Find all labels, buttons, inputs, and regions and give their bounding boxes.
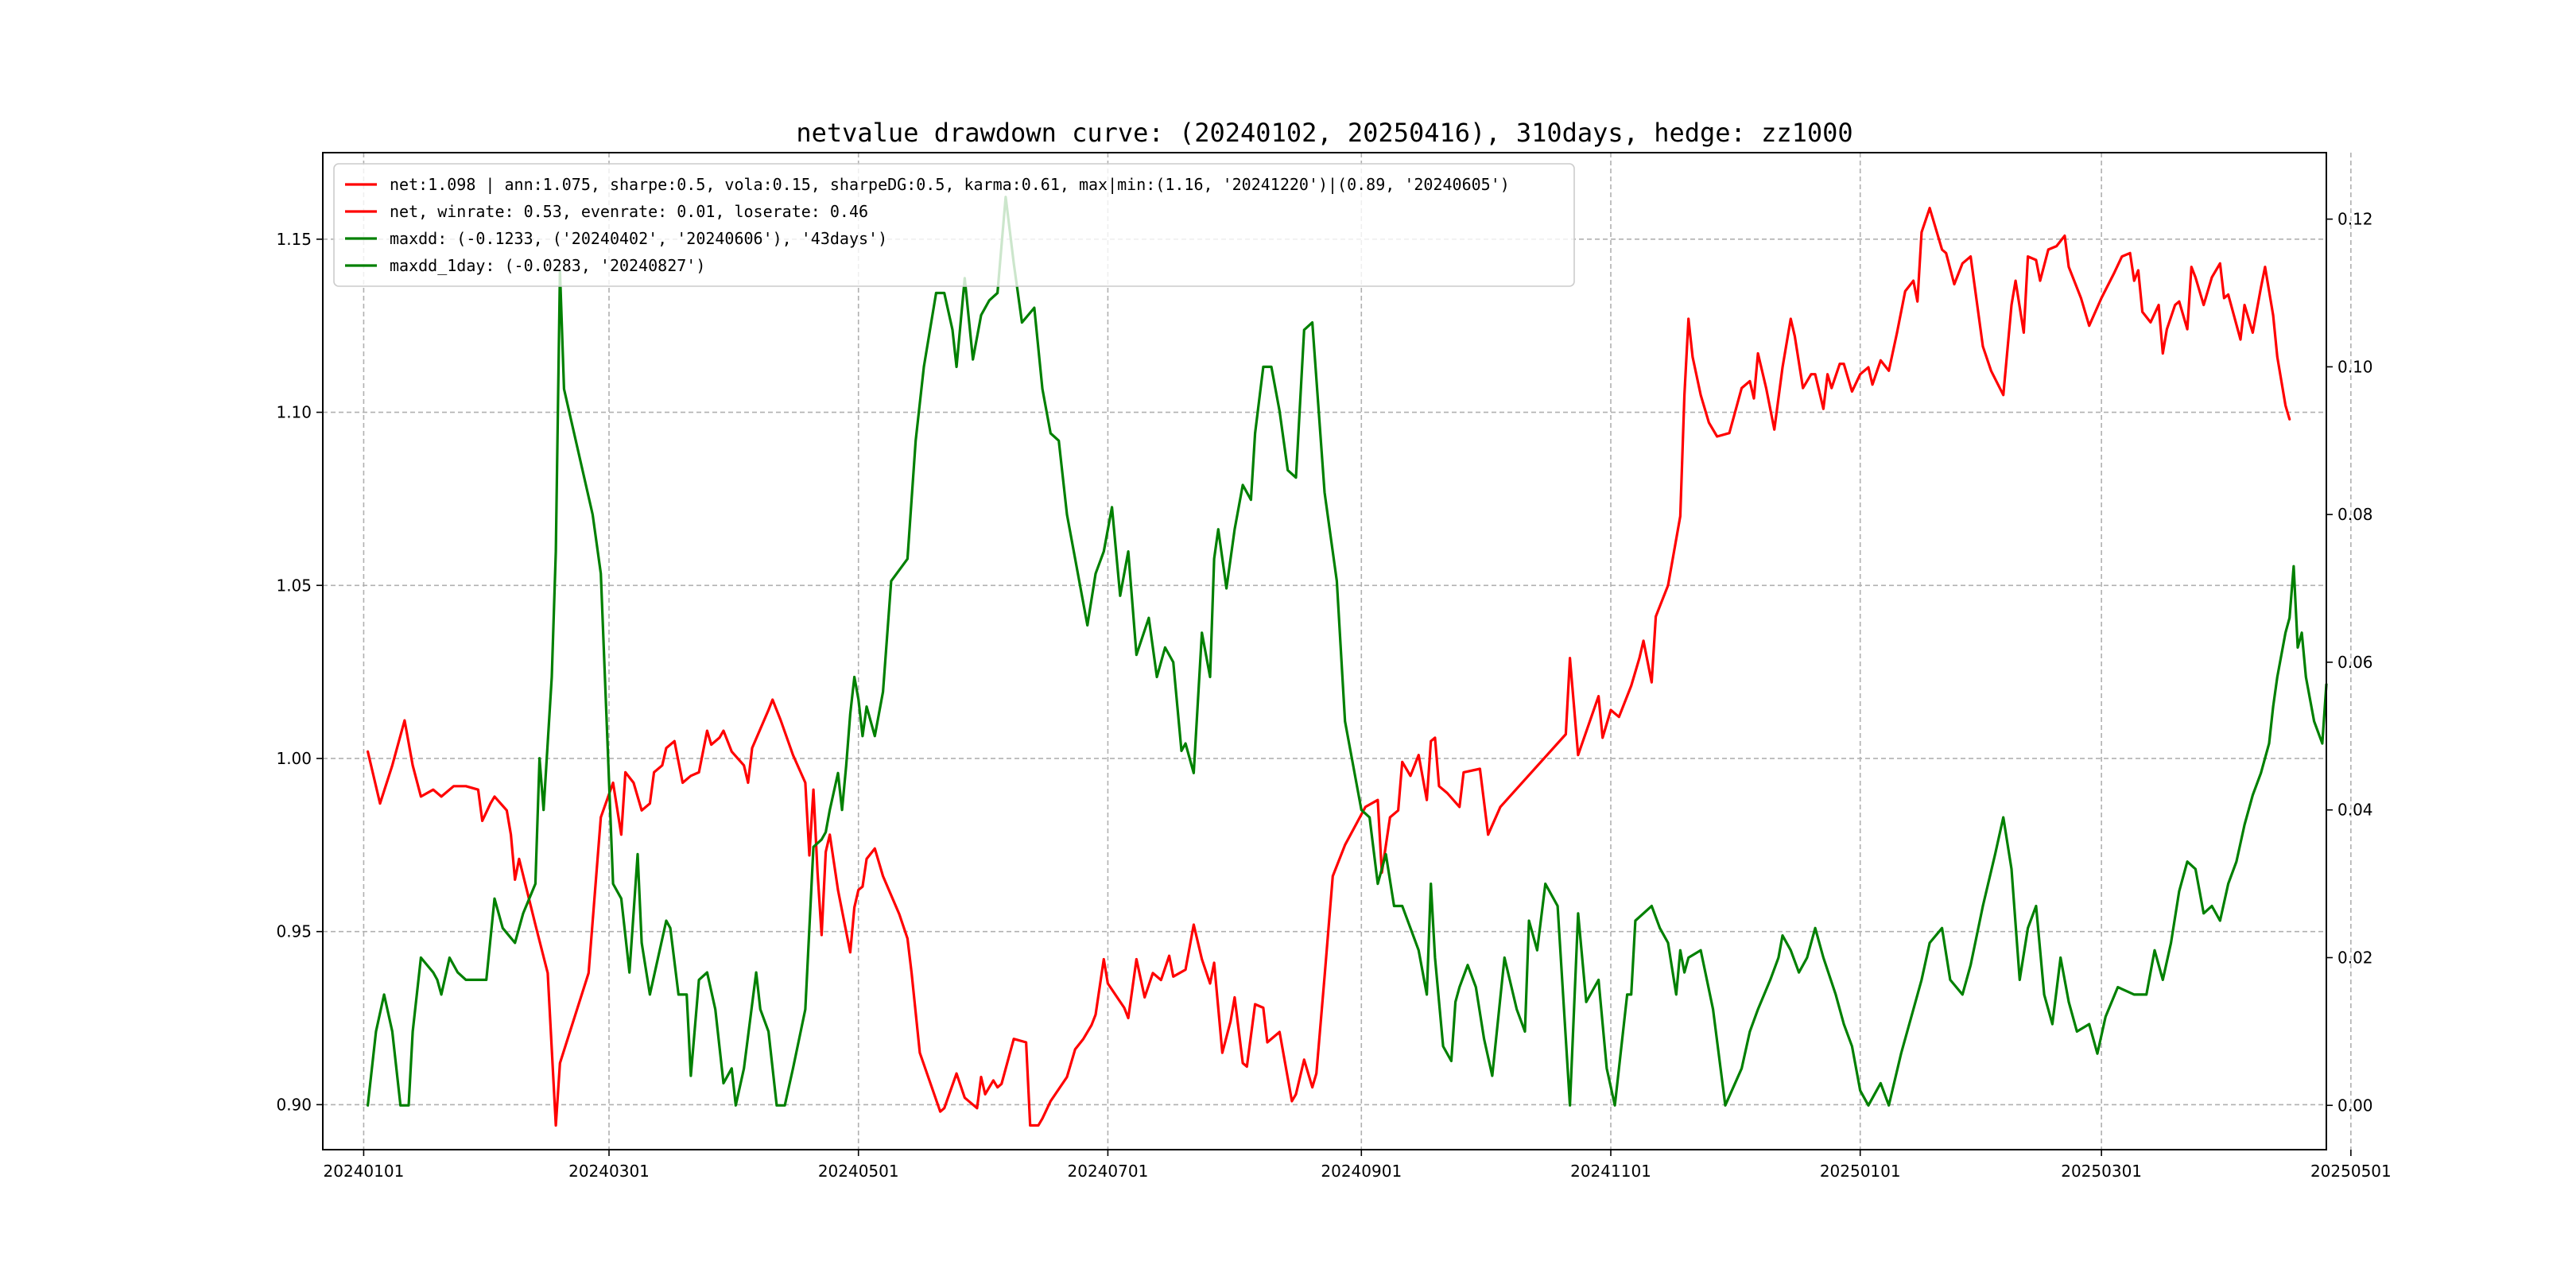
y-left-tick-label: 1.00 [276,749,312,768]
x-tick-label: 20250501 [2310,1162,2392,1181]
axis-ticks: 20240101 20240301 20240501 20240701 20240901… [276,210,2391,1181]
y-left-tick-label: 1.15 [276,230,312,249]
y-right-tick-label: 0.06 [2337,653,2373,672]
x-tick-label: 20241101 [1570,1162,1651,1181]
y-right-tick-label: 0.08 [2337,505,2373,524]
y-right-tick-label: 0.12 [2337,210,2373,229]
legend: net:1.098 | ann:1.075, sharpe:0.5, vola:… [333,163,1575,287]
y-left-tick-label: 0.95 [276,922,312,941]
legend-entry: maxdd_1day: (-0.0283, '20240827') [390,256,705,275]
axes-frame [322,152,2327,1150]
series-line-maxdd [367,196,2328,1107]
x-tick-label: 20240701 [1068,1162,1149,1181]
y-right-tick-label: 0.02 [2337,948,2373,967]
x-tick-label: 20240301 [568,1162,650,1181]
legend-entry: net:1.098 | ann:1.075, sharpe:0.5, vola:… [390,175,1510,194]
series-layer [367,196,2328,1127]
series-line-net [367,207,2291,1127]
x-tick-label: 20240501 [818,1162,899,1181]
legend-entry: net, winrate: 0.53, evenrate: 0.01, lose… [390,202,868,221]
y-left-tick-label: 1.10 [276,403,312,422]
y-left-tick-label: 1.05 [276,576,312,595]
legend-box [333,163,1575,287]
x-tick-label: 20250101 [1820,1162,1901,1181]
x-tick-label: 20240901 [1321,1162,1402,1181]
legend-entry: maxdd: (-0.1233, ('20240402', '20240606'… [390,229,887,248]
y-right-tick-label: 0.00 [2337,1096,2373,1115]
x-tick-label: 20250301 [2061,1162,2142,1181]
y-right-tick-label: 0.04 [2337,801,2373,820]
y-right-tick-label: 0.10 [2337,357,2373,376]
x-tick-label: 20240101 [324,1162,405,1181]
chart-title: netvalue drawdown curve: (20240102, 2025… [796,118,1852,148]
y-left-tick-label: 0.90 [276,1095,312,1114]
